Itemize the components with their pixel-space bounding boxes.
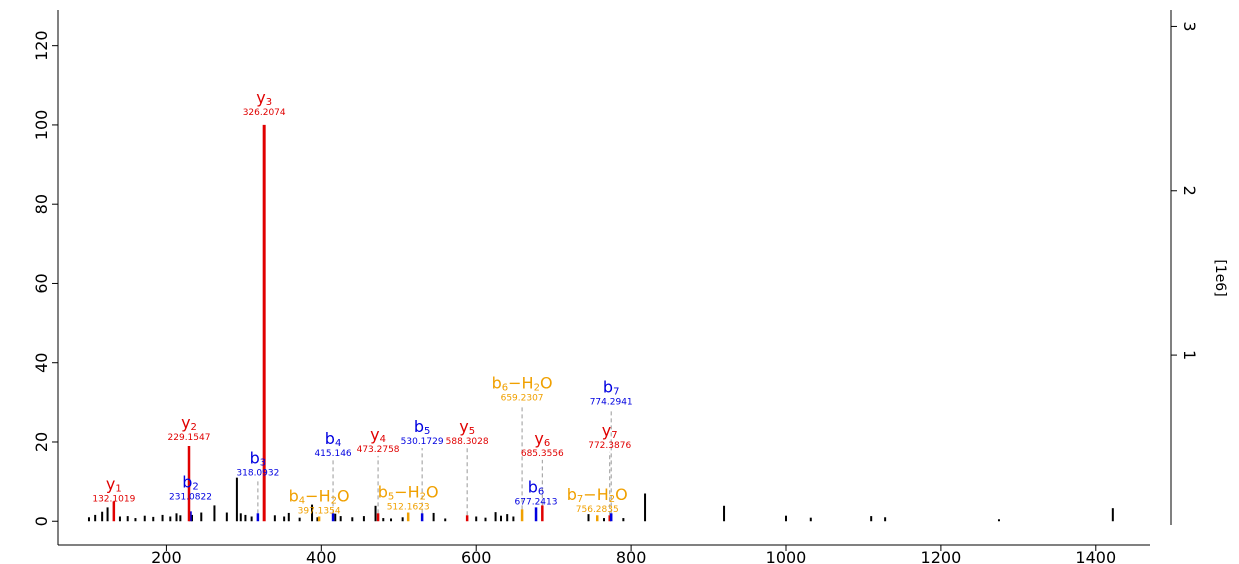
connectors — [257, 404, 612, 516]
label-b7: b7 — [603, 377, 620, 397]
label-y7: y7 — [602, 421, 618, 441]
mz-label-b5: 530.1729 — [401, 437, 444, 447]
axes: 200 400 600 800 1000 1200 1400 020406080100120… — [32, 10, 1228, 564]
label-b-h2o7: b7−H2O — [567, 485, 628, 505]
mz-label-y7: 772.3876 — [588, 441, 631, 451]
label-y4: y4 — [370, 425, 386, 445]
y-tick-label: 0 — [32, 516, 51, 526]
mz-label-y2: 229.1547 — [168, 433, 211, 443]
mz-label-b-h2o7: 756.2835 — [576, 505, 619, 515]
label-b-h2o5: b5−H2O — [378, 482, 439, 502]
mz-label-y6: 685.3556 — [521, 449, 564, 459]
mz-label-b2: 231.0822 — [169, 492, 212, 502]
label-y6: y6 — [534, 429, 550, 449]
label-y5: y5 — [459, 417, 475, 437]
label-b5: b5 — [414, 417, 431, 437]
x-tick-label: 400 — [306, 548, 337, 564]
right-tick-label: 1 — [1180, 350, 1199, 360]
label-b2: b2 — [182, 472, 199, 492]
mz-label-b-h2o5: 512.1623 — [387, 502, 430, 512]
label-y2: y2 — [181, 413, 197, 433]
mz-label-y5: 588.3028 — [446, 437, 489, 447]
right-ticks: 1 2 3 — [1171, 21, 1199, 360]
label-b3: b3 — [250, 449, 267, 469]
x-tick-label: 600 — [461, 548, 492, 564]
x-tick-label: 1400 — [1075, 548, 1116, 564]
x-tick-label: 800 — [616, 548, 647, 564]
y-tick-label: 80 — [32, 194, 51, 214]
y-tick-label: 40 — [32, 353, 51, 373]
mz-label-y4: 473.2758 — [357, 445, 400, 455]
y-tick-label: 120 — [32, 30, 51, 61]
label-y1: y1 — [106, 474, 122, 494]
y-ticks: 0 20 40 60 80 100 120 — [32, 30, 58, 526]
label-b-h2o4: b4−H2O — [289, 486, 350, 506]
label-b4: b4 — [325, 429, 342, 449]
mz-label-b4: 415.146 — [314, 449, 351, 459]
mz-label-b6: 677.2413 — [515, 498, 558, 508]
right-tick-label: 2 — [1180, 186, 1199, 196]
mz-label-b7: 774.2941 — [590, 397, 633, 407]
y-tick-label: 20 — [32, 432, 51, 452]
right-unit-label: [1e6] — [1212, 259, 1228, 296]
mz-label-y3: 326.2074 — [243, 108, 286, 118]
x-tick-label: 200 — [151, 548, 182, 564]
right-tick-label: 3 — [1180, 21, 1199, 31]
mz-label-b3: 318.0932 — [236, 469, 279, 479]
mz-label-y1: 132.1019 — [92, 494, 135, 504]
x-ticks: 200 400 600 800 1000 1200 1400 — [151, 545, 1116, 564]
peaks — [87, 124, 1114, 522]
y-tick-label: 60 — [32, 273, 51, 293]
x-tick-label: 1000 — [766, 548, 807, 564]
label-y3: y3 — [256, 88, 272, 108]
x-tick-label: 1200 — [921, 548, 962, 564]
y-tick-label: 100 — [32, 110, 51, 141]
label-b-h2o6: b6−H2O — [492, 373, 553, 393]
mz-label-b-h2o6: 659.2307 — [501, 393, 544, 403]
label-b6: b6 — [528, 478, 545, 498]
mz-label-b-h2o4: 397.1354 — [298, 506, 341, 516]
